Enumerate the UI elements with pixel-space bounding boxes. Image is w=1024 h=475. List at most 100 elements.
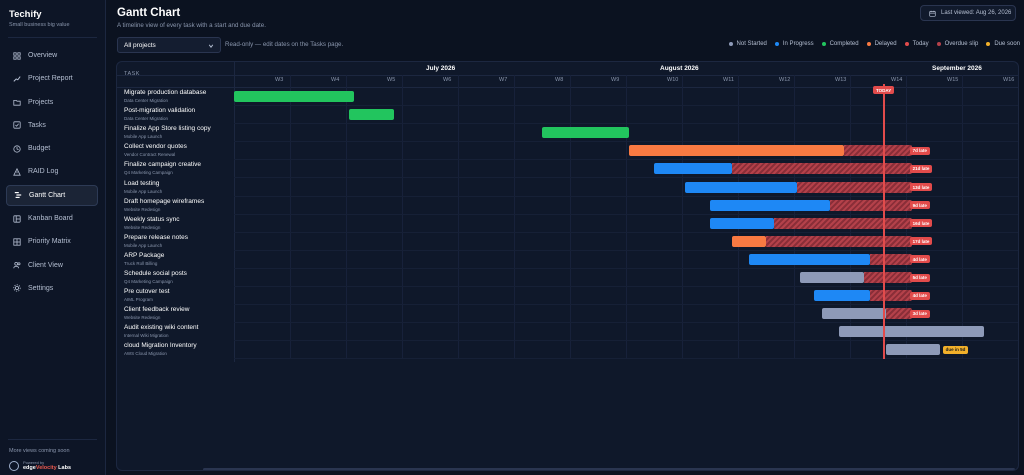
task-bar[interactable] [348,109,394,121]
calendar-icon [929,10,936,17]
week-gridline [962,75,963,359]
month-label: July 2026 [426,65,456,72]
kanban-icon [13,214,21,223]
gantt-row: Prepare release notes Mobile App Launch [117,233,1018,251]
task-project: Website Redesign [124,206,161,212]
sidebar-item-raid-log[interactable]: RAID Log [6,161,98,182]
task-bar[interactable] [799,272,864,283]
task-name: Client feedback review [124,306,190,314]
week-gridline [794,75,795,359]
task-bar[interactable] [542,127,629,139]
row-divider [234,177,1018,179]
readonly-note: Read-only — edit dates on the Tasks page… [225,41,344,48]
legend-item: Completed [821,41,859,47]
row-divider [234,105,1018,106]
week-label: W6 [443,77,452,83]
task-bar[interactable] [234,91,355,102]
sidebar-item-budget[interactable]: Budget [6,138,98,159]
task-name: Finalize App Store listing copy [124,125,211,133]
week-gridline [346,75,347,359]
task-bar[interactable] [710,199,831,211]
month-label: August 2026 [660,65,699,72]
row-divider [234,358,1018,360]
powered-brand-part: Labs [56,465,72,471]
task-bar[interactable] [838,326,985,338]
overdue-slip-bar [766,235,912,247]
sidebar-item-label: Overview [28,52,58,59]
week-gridline [514,75,515,359]
powered-by: Powered by edgeVelocity Labs [9,460,71,471]
week-label: W16 [1003,77,1015,83]
week-label: W12 [779,77,791,83]
legend-label: Overdue slip [944,41,979,47]
horizontal-scrollbar[interactable] [203,468,1015,470]
brand-name: Techify [9,9,42,20]
sidebar-divider [8,37,97,38]
project-select[interactable]: All projects [117,37,221,53]
powered-brand-part: edge [23,465,36,471]
legend-item: In Progress [774,41,814,47]
sidebar-item-label: Priority Matrix [28,238,71,246]
gantt-row: Weekly status sync Website Redesign [117,215,1018,233]
overdue-slip-bar [886,308,912,320]
legend-item: Delayed [866,41,897,47]
today-line [883,84,885,359]
legend-item: Overdue slip [936,41,979,47]
sidebar-item-kanban-board[interactable]: Kanban Board [6,208,98,229]
legend-item: Not Started [728,41,767,47]
gantt-row: Schedule social posts Q4 Marketing Campai… [117,269,1018,287]
row-divider [234,213,1018,215]
task-bar[interactable] [749,253,870,265]
task-name: Load testing [124,179,160,187]
sidebar-item-label: Budget [28,145,51,153]
checkbox-icon [13,121,21,129]
due-soon-badge: due in 5d [942,345,969,354]
late-badge: 7d late [909,146,930,155]
late-badge: 5d late [909,273,930,282]
grid-icon [13,51,21,60]
overdue-slip-bar [732,163,912,175]
row-divider [234,267,1018,269]
task-bar[interactable] [822,308,887,320]
header-divider [117,87,1018,88]
task-bar[interactable] [710,217,775,229]
overdue-slip-bar [869,290,912,302]
sidebar-item-client-view[interactable]: Client View [6,255,98,276]
gantt-chart: TASK July 2026 August 2026 September 2026 W… [116,61,1019,471]
sidebar-item-label: Client View [28,261,63,269]
week-gridline [290,75,291,359]
sidebar-item-overview[interactable]: Overview [6,45,98,66]
task-project: Data Center Migration [124,116,169,122]
task-bar[interactable] [654,163,733,175]
task-project: Q4 Marketing Campaign [124,170,173,176]
task-project: Data Center Migration [124,98,169,103]
task-bar[interactable] [886,344,940,356]
brand-tagline: Small business big value [9,22,70,28]
page-subtitle: A timeline view of every task with a sta… [117,22,266,29]
task-bar[interactable] [732,235,766,247]
task-name: Pre cutover test [124,288,170,296]
task-bar[interactable] [628,145,845,157]
task-project: Q4 Marketing Campaign [124,279,173,284]
task-bar[interactable] [813,290,870,302]
task-bar[interactable] [684,181,797,193]
sidebar-item-gantt-chart[interactable]: Gantt Chart [6,184,98,206]
sidebar-footer-note: More views coming soon [9,448,70,454]
task-name: Audit existing wiki content [124,324,199,332]
sidebar-item-projects[interactable]: Projects [6,92,98,113]
gantt-row: ARP Package Truck Roll Billing [117,251,1018,269]
gantt-row: Finalize campaign creative Q4 Marketing C… [117,160,1018,179]
legend-label: Completed [829,41,859,47]
week-gridline [738,75,739,359]
sidebar-item-project-report[interactable]: Project Report [6,68,98,89]
overdue-slip-bar [774,217,912,229]
brand: Techify Small business big value [9,9,70,28]
chart-icon [13,75,21,83]
sidebar-item-tasks[interactable]: Tasks [6,115,98,136]
overdue-slip-bar [796,181,912,193]
task-name: cloud Migration Inventory [124,342,197,350]
today-badge: TODAY [873,86,895,94]
gantt-row: Post-migration validation Data Center Mig… [117,106,1018,125]
sidebar-item-settings[interactable]: Settings [6,278,98,299]
sidebar-item-priority-matrix[interactable]: Priority Matrix [6,231,98,252]
